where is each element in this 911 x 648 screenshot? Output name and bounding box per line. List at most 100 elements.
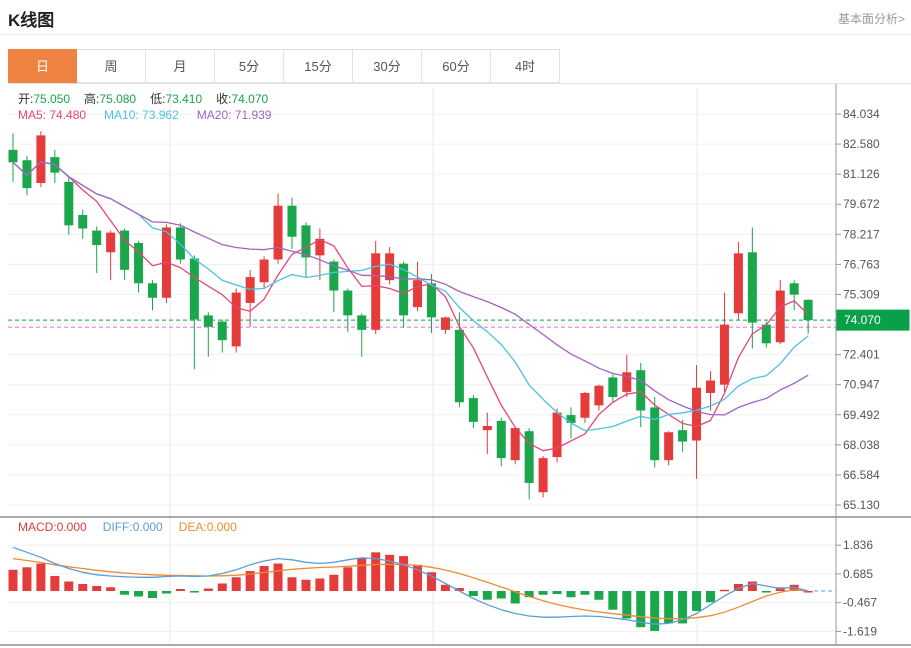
candle bbox=[329, 261, 339, 291]
macd-bar bbox=[399, 556, 409, 591]
candle bbox=[510, 428, 520, 461]
candle bbox=[217, 321, 227, 341]
macd-bar bbox=[357, 558, 367, 591]
price-axis-label: 70.947 bbox=[843, 378, 880, 392]
period-tab-6[interactable]: 30分 bbox=[353, 49, 422, 83]
candle bbox=[594, 385, 604, 406]
candle bbox=[761, 324, 771, 344]
macd-bar bbox=[329, 574, 339, 591]
candle bbox=[468, 398, 478, 422]
candle bbox=[78, 215, 88, 229]
macd-bar bbox=[650, 591, 660, 631]
candle bbox=[622, 372, 632, 392]
candle bbox=[747, 252, 757, 323]
candle bbox=[203, 315, 213, 327]
current-price-badge-label: 74.070 bbox=[844, 313, 881, 327]
period-tab-2[interactable]: 周 bbox=[77, 49, 146, 83]
macd-bar bbox=[580, 591, 590, 595]
candle bbox=[371, 253, 381, 330]
dea-line bbox=[12, 557, 809, 620]
ma10-line bbox=[12, 161, 809, 432]
candle bbox=[106, 232, 116, 253]
macd-bar bbox=[106, 587, 116, 591]
candle bbox=[789, 283, 799, 295]
period-tab-5[interactable]: 15分 bbox=[284, 49, 353, 83]
macd-bar bbox=[566, 591, 576, 598]
price-axis-label: 81.126 bbox=[843, 167, 880, 181]
price-axis-label: 66.584 bbox=[843, 468, 880, 482]
macd-axis-label: -1.619 bbox=[843, 624, 877, 638]
macd-bar bbox=[203, 588, 213, 591]
price-axis-label: 75.309 bbox=[843, 287, 880, 301]
macd-bar bbox=[343, 567, 353, 591]
macd-bar bbox=[524, 591, 534, 598]
candle bbox=[8, 149, 18, 163]
macd-bar bbox=[120, 591, 130, 595]
period-tabbar: 日周月 5分 15分 30分 60分 4时 bbox=[8, 49, 911, 84]
price-axis-label: 68.038 bbox=[843, 438, 880, 452]
kline-chart: 84.034 82.580 81.126 79.672 78.217 76.763 75.3… bbox=[0, 84, 911, 646]
macd-bar bbox=[482, 591, 492, 600]
macd-bar bbox=[217, 583, 227, 591]
candle bbox=[538, 458, 548, 493]
macd-bar bbox=[413, 564, 423, 591]
candle bbox=[524, 431, 534, 483]
diff-line bbox=[12, 546, 809, 625]
price-axis-label: 84.034 bbox=[843, 107, 880, 121]
macd-bar bbox=[538, 591, 548, 595]
candle bbox=[64, 181, 74, 226]
period-tab-3[interactable]: 月 bbox=[146, 49, 215, 83]
candle bbox=[678, 430, 688, 442]
macd-bar bbox=[678, 591, 688, 624]
candle bbox=[413, 280, 423, 308]
macd-bar bbox=[761, 591, 771, 593]
period-tab-8[interactable]: 4时 bbox=[491, 49, 560, 83]
candle bbox=[357, 315, 367, 330]
macd-bar bbox=[50, 576, 60, 591]
macd-bar bbox=[273, 563, 283, 591]
macd-bar bbox=[747, 581, 757, 591]
candle bbox=[301, 225, 311, 258]
macd-bar bbox=[608, 591, 618, 610]
macd-bar bbox=[78, 584, 88, 591]
period-tab-7[interactable]: 60分 bbox=[422, 49, 491, 83]
macd-bar bbox=[719, 589, 729, 592]
period-tab-4[interactable]: 5分 bbox=[215, 49, 284, 83]
candle bbox=[36, 135, 46, 183]
macd-bar bbox=[287, 577, 297, 591]
candle bbox=[399, 263, 409, 316]
candle bbox=[92, 230, 102, 246]
candle bbox=[259, 259, 269, 283]
macd-bar bbox=[371, 552, 381, 591]
macd-bar bbox=[510, 591, 520, 604]
price-axis-label: 72.401 bbox=[843, 348, 880, 362]
fundamental-analysis-link[interactable]: 基本面分析> bbox=[837, 12, 905, 26]
period-tab-1[interactable]: 日 bbox=[8, 49, 77, 83]
macd-bar bbox=[259, 566, 269, 591]
macd-bar bbox=[552, 591, 562, 594]
macd-bar bbox=[92, 586, 102, 591]
candle bbox=[343, 290, 353, 316]
macd-bar bbox=[161, 591, 171, 594]
macd-bar bbox=[454, 588, 464, 591]
macd-bar bbox=[64, 581, 74, 591]
candle bbox=[636, 370, 646, 411]
macd-bar bbox=[427, 572, 436, 591]
candle bbox=[134, 242, 144, 284]
candle bbox=[775, 290, 785, 343]
current-price-badge bbox=[836, 309, 910, 331]
candle bbox=[22, 160, 32, 189]
candle bbox=[664, 432, 674, 461]
candle bbox=[580, 392, 590, 418]
candle bbox=[189, 258, 199, 320]
price-axis-label: 65.130 bbox=[843, 498, 880, 512]
candle bbox=[692, 387, 702, 441]
macd-bar bbox=[231, 577, 241, 591]
candle bbox=[120, 230, 130, 270]
candle bbox=[148, 283, 157, 298]
price-axis-label: 82.580 bbox=[843, 137, 880, 151]
candle bbox=[803, 299, 813, 321]
macd-bar bbox=[664, 591, 674, 624]
macd-bar bbox=[175, 589, 185, 591]
macd-bar bbox=[385, 554, 395, 591]
